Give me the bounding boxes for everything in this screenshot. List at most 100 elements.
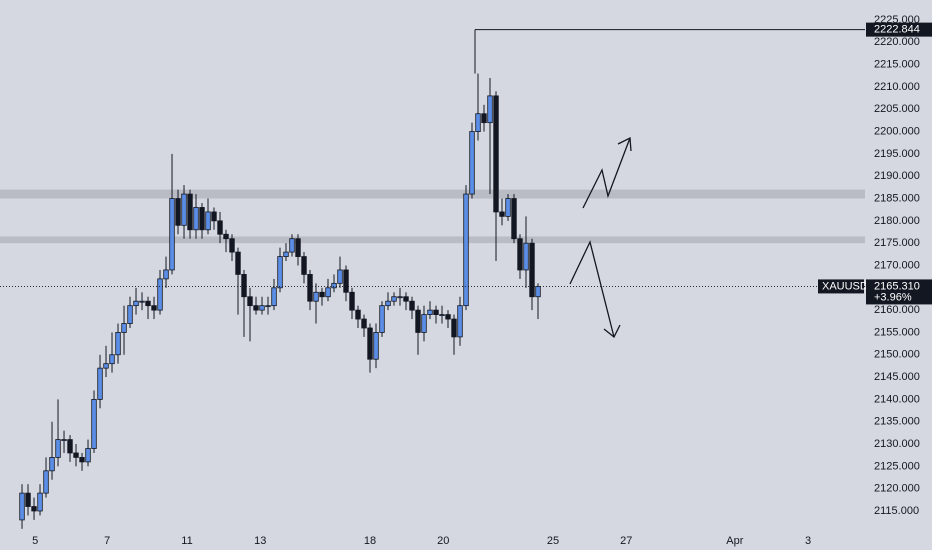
- candle-body: [427, 309, 433, 315]
- x-tick-label: 18: [364, 535, 376, 547]
- candle-body: [109, 354, 115, 365]
- candle-body: [337, 269, 343, 284]
- candle-body: [25, 492, 31, 507]
- zone: [0, 236, 865, 244]
- candle-body: [43, 470, 49, 494]
- candle-body: [319, 291, 325, 298]
- symbol-box: [818, 279, 864, 294]
- candle-body: [295, 238, 301, 257]
- y-tick-label: 2150.000: [874, 349, 920, 361]
- candle-body: [85, 448, 91, 463]
- candle-body: [517, 238, 523, 271]
- candle-body: [487, 95, 493, 124]
- candle-body: [37, 492, 43, 512]
- candle-body: [163, 269, 169, 280]
- x-tick-label: 20: [437, 535, 449, 547]
- candle-body: [61, 439, 67, 441]
- candle-body: [355, 309, 361, 320]
- candle-body: [433, 309, 439, 315]
- candle-body: [343, 269, 349, 293]
- y-tick-label: 2180.000: [874, 215, 920, 227]
- candle-body: [157, 278, 163, 311]
- candle-body: [325, 287, 331, 298]
- y-tick-label: 2145.000: [874, 371, 920, 383]
- candle-body: [313, 291, 319, 302]
- x-tick-label: 7: [104, 535, 110, 547]
- last-price-label: 2165.310: [874, 280, 920, 292]
- candle-body: [55, 439, 61, 458]
- candle-body: [115, 332, 121, 356]
- candle-body: [481, 113, 487, 124]
- candle-body: [307, 274, 313, 302]
- y-tick-label: 2205.000: [874, 103, 920, 115]
- candle-body: [397, 296, 403, 299]
- y-tick-label: 2155.000: [874, 326, 920, 338]
- candle-body: [535, 286, 541, 298]
- candle-body: [79, 457, 85, 463]
- candle-body: [457, 305, 463, 338]
- y-tick-label: 2135.000: [874, 416, 920, 428]
- candle-body: [277, 256, 283, 289]
- candle-body: [217, 220, 223, 235]
- x-tick-label: 25: [547, 535, 559, 547]
- candle-body: [103, 363, 109, 369]
- candle-body: [229, 238, 235, 253]
- y-tick-label: 2120.000: [874, 483, 920, 495]
- y-tick-label: 2185.000: [874, 192, 920, 204]
- candle-body: [97, 367, 103, 400]
- candle-body: [439, 314, 445, 316]
- candle-body: [409, 300, 415, 311]
- y-tick-label: 2190.000: [874, 170, 920, 182]
- candle-body: [469, 131, 475, 195]
- candle-body: [205, 211, 211, 231]
- candle-body: [265, 305, 271, 308]
- candle-body: [187, 193, 193, 231]
- up-arrow: [582, 137, 631, 209]
- candle-body: [247, 296, 253, 307]
- candle-body: [211, 211, 217, 222]
- candle-body: [151, 305, 157, 311]
- candle-body: [19, 492, 25, 521]
- candle-body: [127, 305, 133, 324]
- candle-body: [49, 457, 55, 472]
- candle-body: [367, 327, 373, 360]
- candle-body: [133, 300, 139, 307]
- symbol-label: XAUUSD: [822, 280, 868, 292]
- candle-body: [283, 251, 289, 257]
- candle-body: [235, 251, 241, 275]
- candle-body: [145, 300, 151, 307]
- y-tick-label: 2160.000: [874, 304, 920, 316]
- candle-body: [403, 296, 409, 302]
- candle-body: [511, 198, 517, 240]
- candle-body: [391, 296, 397, 302]
- candle-body: [421, 314, 427, 333]
- y-tick-label: 2170.000: [874, 259, 920, 271]
- candle-body: [259, 305, 265, 311]
- candle-body: [121, 323, 127, 333]
- y-tick-label: 2125.000: [874, 460, 920, 472]
- y-tick-label: 2130.000: [874, 438, 920, 450]
- level-label-box: [866, 22, 932, 37]
- candle-body: [505, 198, 511, 217]
- x-tick-label: 13: [254, 535, 266, 547]
- x-tick-label: 11: [181, 535, 192, 547]
- candle-body: [91, 398, 97, 449]
- candle-body: [361, 318, 367, 329]
- y-tick-label: 2115.000: [874, 505, 919, 517]
- candle-body: [73, 452, 79, 458]
- candle-body: [385, 300, 391, 307]
- candle-body: [349, 291, 355, 311]
- y-tick-label: 2140.000: [874, 393, 920, 405]
- candle-body: [241, 274, 247, 298]
- candle-body: [463, 193, 469, 307]
- candle-body: [379, 305, 385, 333]
- plot: 2115.000 2120.000 2125.000 2130.000 2135.000…: [0, 14, 932, 547]
- candle-body: [289, 238, 295, 253]
- y-tick-label: 2195.000: [874, 148, 920, 160]
- candle-body: [373, 332, 379, 360]
- x-tick-label: 3: [805, 535, 811, 547]
- candle-body: [169, 198, 175, 271]
- candle-body: [445, 314, 451, 320]
- candle-body: [451, 318, 457, 338]
